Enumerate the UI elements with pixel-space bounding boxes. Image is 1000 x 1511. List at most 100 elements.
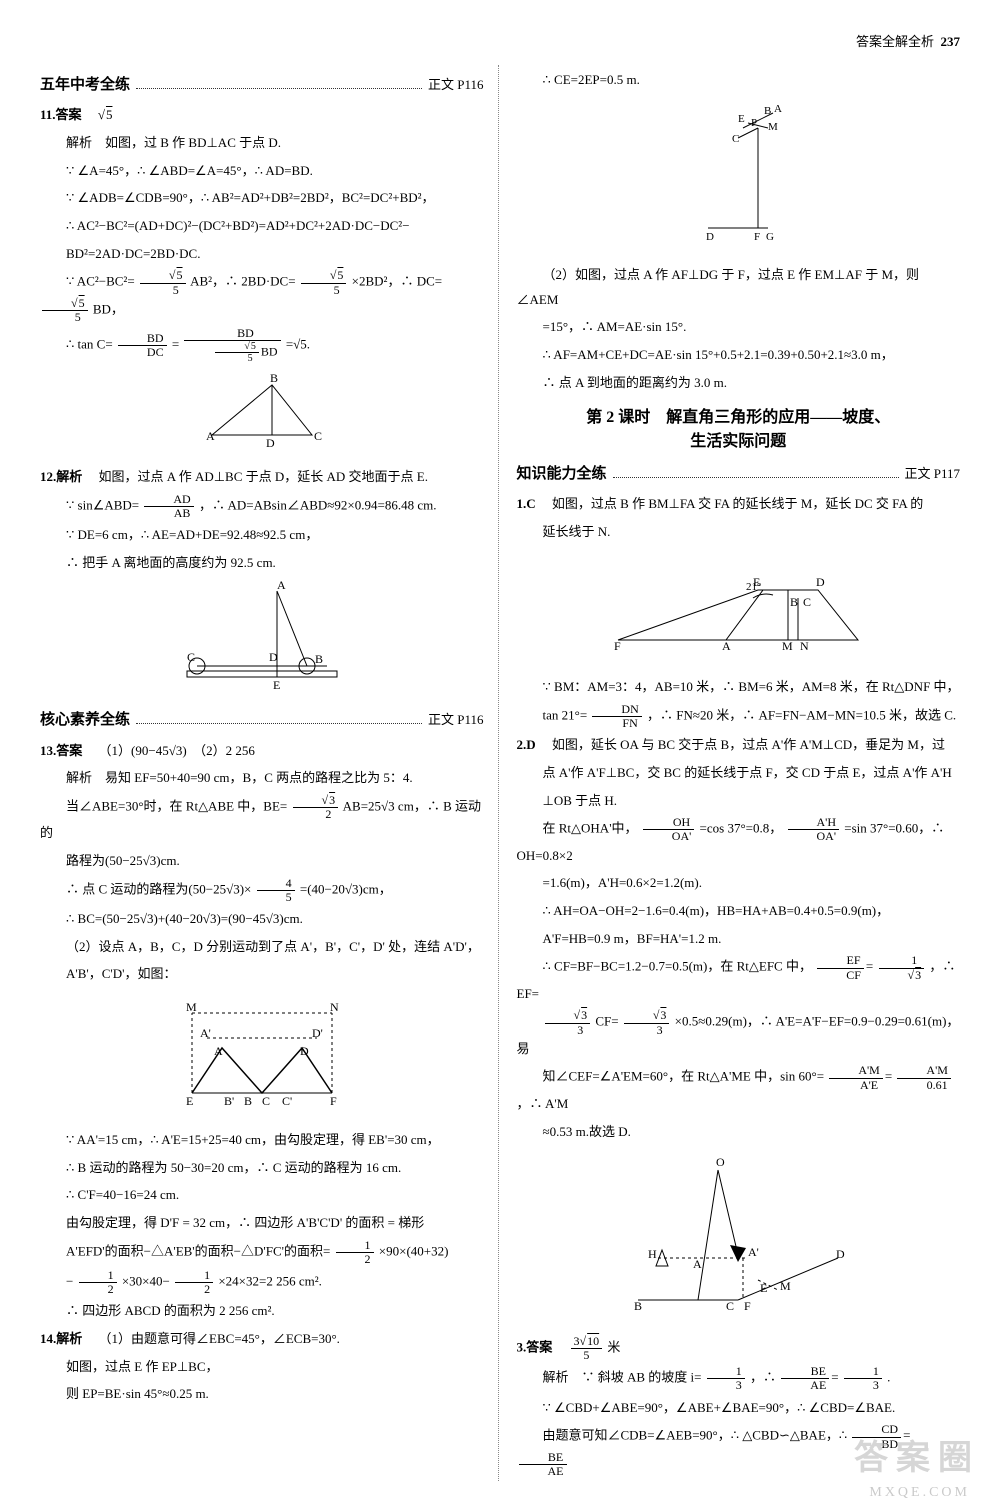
svg-text:C: C [314,429,322,443]
svg-text:C: C [803,595,811,609]
q13-l6: （2）设点 A，B，C，D 分别运动到了点 A'，B'，C'，D' 处，连结 A… [40,935,484,960]
left-column: 五年中考全练 正文 P116 11.答案 √5 解析 如图，过 B 作 BD⊥A… [40,65,499,1481]
q3-l1: 解析 ∵ 斜坡 AB 的坡度 i= 13 ，∴ BEAE= 13 . [517,1365,961,1392]
svg-text:B: B [634,1299,642,1313]
q11-l5: BD²=2AD·DC=2BD·DC. [40,242,484,267]
svg-text:D': D' [312,1026,323,1040]
section-header-1: 五年中考全练 正文 P116 [40,71,484,100]
txt: ∴ CF=BF−BC=1.2−0.7=0.5(m)，在 Rt△EFC 中， [543,959,812,974]
txt: CF= [595,1014,618,1029]
fig-q2: O H A' A B C F E M D [517,1150,961,1329]
svg-text:A: A [693,1257,702,1271]
q12-l4: ∴ 把手 A 离地面的高度约为 92.5 cm. [40,551,484,576]
q11-l7: ∴ tan C= BDDC = BD√55BD =√5. [40,327,484,364]
q13-l9: ∴ B 运动的路程为 50−30=20 cm，∴ C 运动的路程为 16 cm. [40,1156,484,1181]
svg-text:M: M [780,1279,791,1293]
q13-l7: A'B'，C'D'，如图： [40,962,484,987]
txt: = [172,337,179,352]
txt: 解析 ∵ 斜坡 AB 的坡度 i= [543,1370,702,1385]
svg-text:D: D [816,575,825,589]
section-ref: 正文 P116 [428,708,484,733]
q12-l1: 如图，过点 A 作 AD⊥BC 于点 D，延长 AD 交地面于点 E. [99,469,428,484]
svg-text:D: D [706,231,714,243]
fig-r1: D F G C E P B A M [517,98,961,257]
section-header-2: 核心素养全练 正文 P116 [40,706,484,735]
q12-l3: ∵ DE=6 cm，∴ AE=AD+DE=92.48≈92.5 cm， [40,523,484,548]
q2-l8: ∴ CF=BF−BC=1.2−0.7=0.5(m)，在 Rt△EFC 中， EF… [517,954,961,1006]
txt: ×90×(40+32) [379,1243,449,1258]
svg-text:C: C [732,133,739,145]
q12-l2: ∵ sin∠ABD= ADAB ，∴ AD=ABsin∠ABD≈92×0.94=… [40,493,484,520]
r-l2: （2）如图，过点 A 作 AF⊥DG 于 F，过点 E 作 EM⊥AF 于 M，… [517,263,961,312]
svg-text:A: A [206,429,215,443]
txt: − [66,1274,73,1289]
q13-l5: ∴ BC=(50−25√3)+(40−20√3)=(90−45√3)cm. [40,907,484,932]
page-number: 237 [941,34,961,49]
q1-l2: 延长线于 N. [517,520,961,545]
svg-text:E: E [273,678,280,691]
section-title: 知识能力全练 [517,460,607,489]
q12-line: 12.解析 如图，过点 A 作 AD⊥BC 于点 D，延长 AD 交地面于点 E… [40,465,484,490]
q13-l4: ∴ 点 C 运动的路程为(50−25√3)× 45 =(40−20√3)cm， [40,877,484,904]
svg-text:B: B [244,1094,252,1108]
q1-no: 1.C [517,496,536,511]
q13-l1: 解析 易知 EF=50+40=90 cm，B，C 两点的路程之比为 5：4. [40,766,484,791]
fig-q1: 21° F A M N E D B C [517,550,961,669]
q2-l9: √33 CF= √33 ×0.5≈0.29(m)，∴ A'E=A'F−EF=0.… [517,1009,961,1061]
txt: ∵ AC²−BC²= [66,274,135,289]
q13-l10: ∴ C'F=40−16=24 cm. [40,1183,484,1208]
svg-text:F: F [330,1094,337,1108]
txt: 由题意可知∠CDB=∠AEB=90°，∴ △CBD∽△BAE，∴ [543,1428,851,1443]
txt: A'EFD'的面积−△A'EB'的面积−△D'FC'的面积= [66,1243,330,1258]
q13-l2: 当∠ABE=30°时，在 Rt△ABE 中，BE= √32 AB=25√3 cm… [40,794,484,846]
txt: ∵ sin∠ABD= [66,497,139,512]
svg-text:G: G [766,231,774,243]
q11-ans: √5 [98,107,113,122]
q1-l1: 如图，过点 B 作 BM⊥FA 交 FA 的延长线于 M，延长 DC 交 FA … [552,496,923,511]
q14-l1: （1）由题意可得∠EBC=45°，∠ECB=30°. [99,1331,340,1346]
q11-no: 11.答案 [40,107,82,122]
q2-line: 2.D 如图，延长 OA 与 BC 交于点 B，过点 A'作 A'M⊥CD，垂足… [517,733,961,758]
txt: ，∴ A'M [517,1096,569,1111]
txt: . [887,1370,890,1385]
txt: ，∴ [750,1370,779,1385]
q2-no: 2.D [517,737,536,752]
q13-line: 13.答案 （1）(90−45√3) （2）2 256 [40,739,484,764]
txt: =√5. [286,337,310,352]
svg-text:N: N [330,1000,339,1014]
svg-text:M: M [186,1000,197,1014]
q3-ans: 米 [607,1340,620,1355]
svg-text:D: D [269,650,278,664]
r-l1: ∴ CE=2EP=0.5 m. [517,68,961,93]
q2-l7: A'F=HB=0.9 m，BF=HA'=1.2 m. [517,927,961,952]
svg-text:D: D [836,1247,845,1261]
q2-l6: ∴ AH=OA−OH=2−1.6=0.4(m)，HB=HA+AB=0.4+0.5… [517,899,961,924]
svg-text:D: D [300,1044,309,1058]
q2-l3: ⊥OB 于点 H. [517,789,961,814]
q13-no: 13.答案 [40,743,82,758]
svg-text:C: C [262,1094,270,1108]
svg-text:A: A [722,639,731,653]
svg-text:B: B [764,105,771,117]
q11-l4: ∴ AC²−BC²=(AD+DC)²−(DC²+BD²)=AD²+DC²+2AD… [40,214,484,239]
q13-l13: − 12 ×30×40− 12 ×24×32=2 256 cm². [40,1269,484,1296]
svg-text:M: M [768,121,778,133]
q11-line: 11.答案 √5 [40,103,484,128]
svg-text:E: E [186,1094,193,1108]
svg-text:E: E [760,1281,767,1295]
q3-line: 3.答案 3√105 米 [517,1335,961,1362]
lesson-title: 第 2 课时 解直角三角形的应用——坡度、生活实际问题 [517,406,961,454]
svg-text:O: O [716,1155,725,1169]
txt: =(40−20√3)cm， [300,881,392,896]
right-column: ∴ CE=2EP=0.5 m. D F G C E P B A M [517,65,961,1481]
svg-text:A: A [214,1044,223,1058]
r-l4: ∴ AF=AM+CE+DC=AE·sin 15°+0.5+2.1=0.39+0.… [517,343,961,368]
svg-text:E: E [753,575,760,589]
section-ref: 正文 P117 [905,462,961,487]
q1-l4: tan 21°= DNFN ，∴ FN≈20 米，∴ AF=FN−AM−MN=1… [517,703,961,730]
svg-text:A: A [774,103,782,115]
q2-l4: 在 Rt△OHA'中， OHOA' =cos 37°=0.8， A'HOA' =… [517,816,961,868]
section-title: 核心素养全练 [40,706,130,735]
svg-text:A': A' [748,1245,759,1259]
section-header-3: 知识能力全练 正文 P117 [517,460,961,489]
